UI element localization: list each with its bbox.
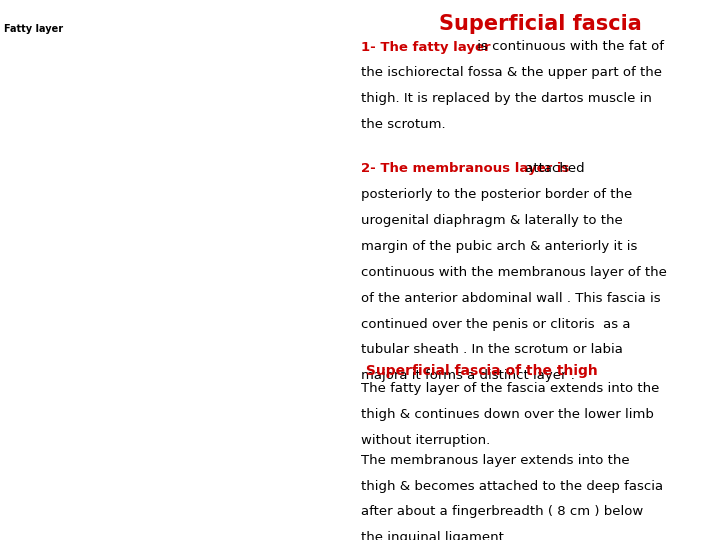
Text: continuous with the membranous layer of the: continuous with the membranous layer of … [361,266,667,279]
Text: continued over the penis or clitoris  as a: continued over the penis or clitoris as … [361,318,631,330]
Text: is continuous with the fat of: is continuous with the fat of [473,40,664,53]
Text: thigh & becomes attached to the deep fascia: thigh & becomes attached to the deep fas… [361,480,664,492]
Text: after about a fingerbreadth ( 8 cm ) below: after about a fingerbreadth ( 8 cm ) bel… [361,505,644,518]
Text: thigh & continues down over the lower limb: thigh & continues down over the lower li… [361,408,654,421]
Text: of the anterior abdominal wall . This fascia is: of the anterior abdominal wall . This fa… [361,292,661,305]
Text: margin of the pubic arch & anteriorly it is: margin of the pubic arch & anteriorly it… [361,240,638,253]
Text: 2- The membranous layer is: 2- The membranous layer is [361,162,570,175]
Text: thigh. It is replaced by the dartos muscle in: thigh. It is replaced by the dartos musc… [361,92,652,105]
Text: The fatty layer of the fascia extends into the: The fatty layer of the fascia extends in… [361,382,660,395]
Text: 1- The fatty layer: 1- The fatty layer [361,40,491,53]
Text: Fatty layer: Fatty layer [4,24,63,35]
Text: attached: attached [521,162,585,175]
Text: the ischiorectal fossa & the upper part of the: the ischiorectal fossa & the upper part … [361,66,662,79]
Text: the scrotum.: the scrotum. [361,118,446,131]
Text: urogenital diaphragm & laterally to the: urogenital diaphragm & laterally to the [361,214,624,227]
Text: without iterruption.: without iterruption. [361,434,491,447]
Text: The membranous layer extends into the: The membranous layer extends into the [361,454,630,467]
Text: Superficial fascia of the thigh: Superficial fascia of the thigh [361,364,598,379]
Text: tubular sheath . In the scrotum or labia: tubular sheath . In the scrotum or labia [361,343,624,356]
Text: the inguinal ligament .: the inguinal ligament . [361,531,513,540]
Text: posteriorly to the posterior border of the: posteriorly to the posterior border of t… [361,188,633,201]
Text: Superficial fascia: Superficial fascia [439,14,642,33]
Text: majora it forms a distinct layer .: majora it forms a distinct layer . [361,369,575,382]
